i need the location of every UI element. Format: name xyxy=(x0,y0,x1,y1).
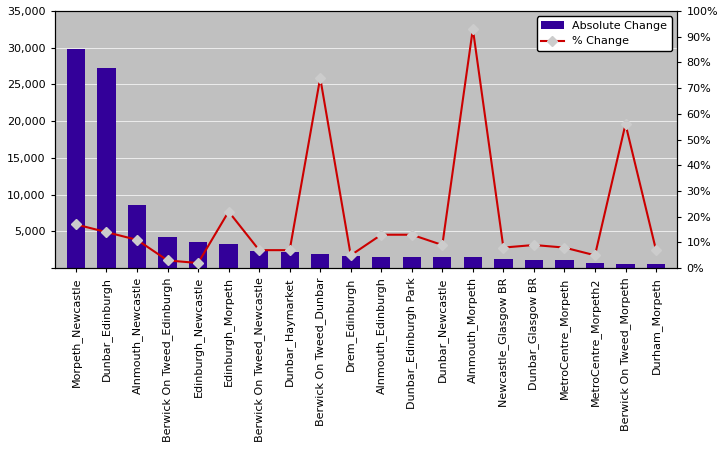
Bar xyxy=(433,257,452,268)
Bar xyxy=(311,254,329,268)
Bar xyxy=(616,264,634,268)
Bar xyxy=(189,242,207,268)
Bar xyxy=(220,244,238,268)
Bar xyxy=(341,256,360,268)
Bar xyxy=(250,251,268,268)
Bar xyxy=(402,257,421,268)
Legend: Absolute Change, % Change: Absolute Change, % Change xyxy=(536,17,672,51)
Bar xyxy=(128,205,146,268)
Bar xyxy=(525,260,543,268)
Bar xyxy=(67,49,85,268)
Bar xyxy=(494,260,513,268)
Bar xyxy=(647,264,666,268)
Bar xyxy=(281,252,299,268)
Bar xyxy=(586,263,604,268)
Bar xyxy=(555,260,573,268)
Bar xyxy=(158,237,177,268)
Bar xyxy=(97,68,116,268)
Bar xyxy=(372,257,391,268)
Bar xyxy=(464,257,482,268)
